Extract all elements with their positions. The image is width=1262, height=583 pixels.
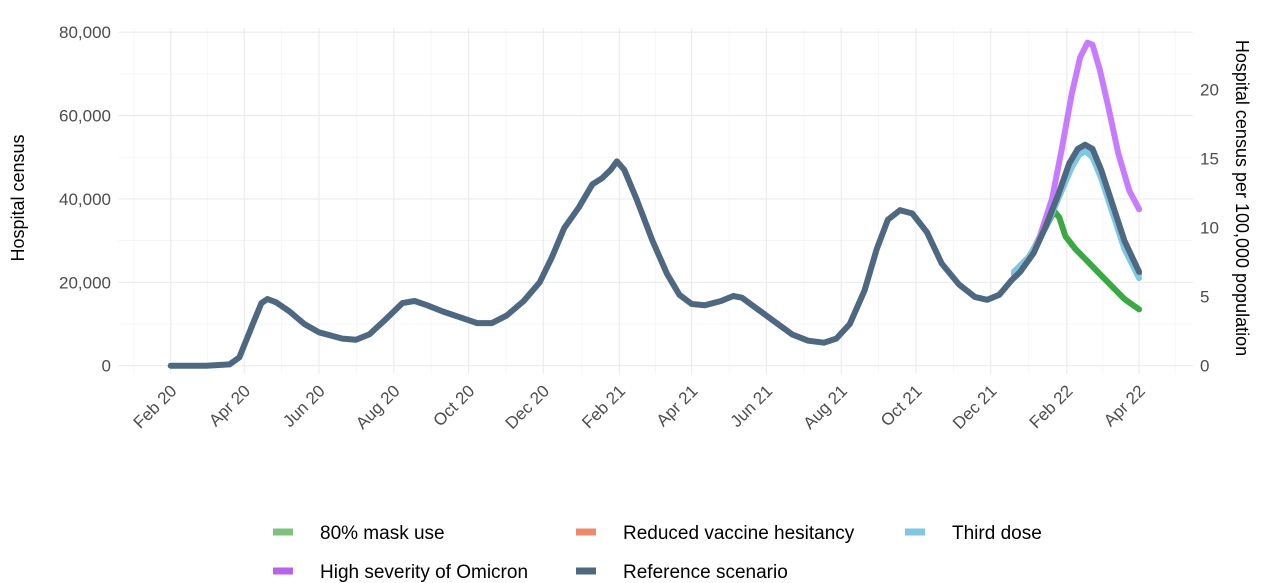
legend-label: 80% mask use xyxy=(320,523,445,544)
y2-tick-label: 5 xyxy=(1200,288,1209,307)
series-layer xyxy=(167,39,1143,369)
legend-label: High severity of Omicron xyxy=(320,562,528,583)
x-axis-ticks: Feb 20 Apr 20 Jun 20 Aug 20 Oct 20 Dec 20 Feb … xyxy=(130,381,1149,433)
x-tick-label: Aug 20 xyxy=(352,381,404,433)
x-tick-label: Feb 20 xyxy=(130,381,181,432)
x-tick-label: Dec 21 xyxy=(949,381,1001,433)
y2-axis-ticks: 0 5 10 15 20 xyxy=(1200,81,1219,376)
x-tick-label: Dec 20 xyxy=(502,381,554,433)
legend: 80% mask use Reduced vaccine hesitancy Thi… xyxy=(273,523,1042,583)
legend-item-reduced-vaccine-hesitancy: Reduced vaccine hesitancy xyxy=(576,523,855,544)
x-tick-label: Oct 20 xyxy=(430,381,479,430)
x-tick-label: Jun 20 xyxy=(279,381,329,431)
legend-item-reference-scenario: Reference scenario xyxy=(576,562,788,583)
legend-item-80-mask-use: 80% mask use xyxy=(273,523,445,544)
y2-tick-label: 10 xyxy=(1200,219,1219,238)
legend-item-third-dose: Third dose xyxy=(905,523,1042,544)
y2-tick-label: 15 xyxy=(1200,150,1219,169)
legend-label: Reduced vaccine hesitancy xyxy=(623,523,855,544)
y-tick-label: 20,000 xyxy=(59,273,111,292)
legend-label: Reference scenario xyxy=(623,562,788,583)
x-tick-label: Feb 22 xyxy=(1026,381,1077,432)
x-tick-label: Apr 20 xyxy=(205,381,254,430)
x-tick-label: Apr 22 xyxy=(1100,381,1149,430)
y2-tick-label: 0 xyxy=(1200,357,1209,376)
series-line-reference-scenario xyxy=(167,141,1143,369)
y-axis-ticks: 0 20,000 40,000 60,000 80,000 xyxy=(59,23,111,375)
y2-tick-label: 20 xyxy=(1200,81,1219,100)
grid xyxy=(118,28,1193,374)
x-tick-label: Aug 21 xyxy=(799,381,851,433)
y-tick-label: 0 xyxy=(102,357,111,376)
y-tick-label: 80,000 xyxy=(59,23,111,42)
x-tick-label: Feb 21 xyxy=(578,381,629,432)
y-tick-label: 40,000 xyxy=(59,190,111,209)
y2-axis-title: Hospital census per 100,000 population xyxy=(1232,40,1252,356)
legend-label: Third dose xyxy=(952,523,1042,544)
y-tick-label: 60,000 xyxy=(59,107,111,126)
legend-item-high-severity-of-omicron: High severity of Omicron xyxy=(273,562,528,583)
x-tick-label: Oct 21 xyxy=(877,381,926,430)
x-tick-label: Jun 21 xyxy=(727,381,777,431)
x-tick-label: Apr 21 xyxy=(653,381,702,430)
y-axis-title: Hospital census xyxy=(8,134,28,261)
